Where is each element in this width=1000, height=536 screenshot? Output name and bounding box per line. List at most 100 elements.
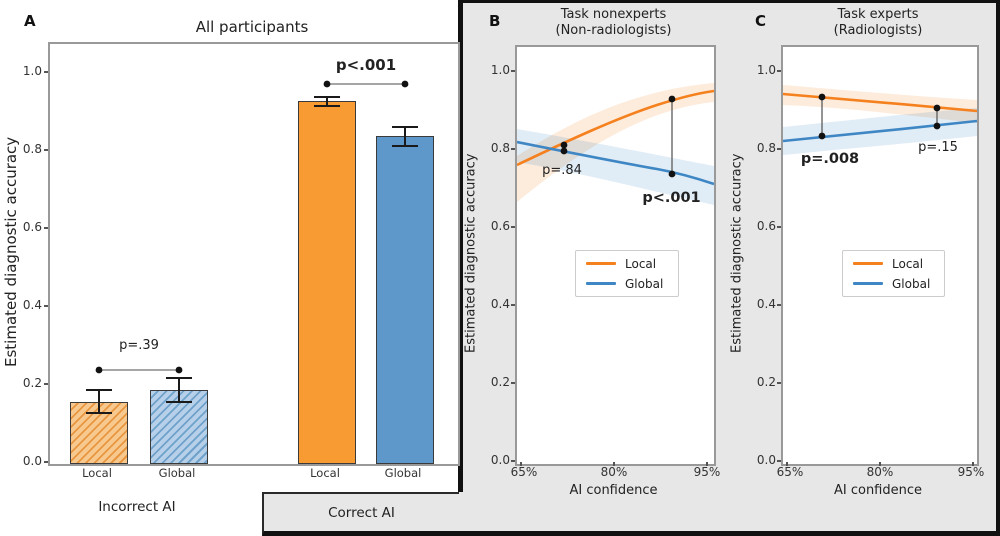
panel-a-ytick: 1.0 — [22, 64, 42, 78]
tick-mark — [520, 462, 522, 466]
panel-b-ylabel: Estimated diagnostic accuracy — [463, 153, 479, 354]
legend-line-local-icon — [586, 262, 616, 265]
panel-a-title: All participants — [195, 18, 309, 36]
panel-c-xlabel: AI confidence — [833, 483, 923, 498]
legend-label-global: Global — [625, 276, 664, 291]
legend-line-global-icon — [586, 282, 616, 285]
panel-a-ytick: 0.4 — [22, 298, 42, 312]
panel-c-ylabel: Estimated diagnostic accuracy — [729, 153, 745, 354]
panel-b-title-line2: (Non-radiologists) — [555, 23, 672, 38]
panel-c-ytick: 0.4 — [756, 297, 776, 311]
sig-label-correct: p<.001 — [335, 56, 397, 74]
panel-a-ytick: 0.2 — [22, 376, 42, 390]
panel-a-ylabel: Estimated diagnostic accuracy — [2, 136, 20, 368]
correct-ai-group-box: Correct AI — [262, 492, 459, 536]
panel-c-title-line1: Task experts — [837, 7, 919, 22]
panel-a-ytick: 0.6 — [22, 220, 42, 234]
tick-mark — [777, 70, 781, 72]
panel-c-title: Task experts (Radiologists) — [781, 7, 975, 39]
panel-bc-left-border — [458, 0, 463, 492]
tick-mark — [44, 71, 48, 73]
panel-a-barlabel: Local — [310, 466, 340, 480]
panel-b-ytick: 0.4 — [490, 297, 510, 311]
panel-a-letter: A — [24, 12, 36, 30]
panel-b-ytick: 0.2 — [490, 375, 510, 389]
bar-correct-local — [298, 101, 356, 464]
legend-row-local: Local — [586, 257, 668, 271]
tick-mark — [777, 304, 781, 306]
panel-c-ytick: 0.6 — [756, 219, 776, 233]
panel-c-ytick: 1.0 — [756, 63, 776, 77]
panel-c-legend: Local Global — [842, 250, 945, 297]
legend-label-global: Global — [892, 276, 931, 291]
panel-b-legend: Local Global — [575, 250, 679, 297]
panel-a-plot: p=.39 p<.001 — [48, 42, 460, 466]
panel-b-plot: p=.84 p<.001 Local Global — [515, 45, 716, 466]
bar-incorrect-local — [70, 402, 128, 464]
panel-c-xtick: 80% — [866, 465, 894, 479]
panel-a-ytick: 0.8 — [22, 142, 42, 156]
legend-label-local: Local — [892, 256, 924, 271]
tick-mark — [44, 227, 48, 229]
panel-b-xtick: 65% — [510, 465, 538, 479]
panel-a-errorbars-and-brackets — [86, 80, 418, 414]
tick-mark — [786, 462, 788, 466]
tick-mark — [777, 460, 781, 462]
legend-line-local-icon — [853, 262, 883, 265]
panel-c-ytick: 0.2 — [756, 375, 776, 389]
tick-mark — [511, 226, 515, 228]
panel-a-barlabel: Global — [384, 466, 422, 480]
panel-c-xtick: 95% — [957, 465, 985, 479]
tick-mark — [511, 148, 515, 150]
legend-row-local: Local — [853, 257, 934, 271]
legend-row-global: Global — [853, 277, 934, 291]
panel-c-xtick: 65% — [776, 465, 804, 479]
bar-correct-global — [376, 136, 434, 464]
panel-b-ytick: 1.0 — [490, 63, 510, 77]
sig-label-c-left: p=.008 — [800, 151, 860, 167]
panel-b-ytick: 0.0 — [490, 453, 510, 467]
panel-a-barlabel: Local — [82, 466, 112, 480]
tick-mark — [879, 462, 881, 466]
group-label-incorrect-ai: Incorrect AI — [98, 499, 176, 515]
tick-mark — [777, 226, 781, 228]
panel-b-title-line1: Task nonexperts — [560, 7, 667, 22]
tick-mark — [613, 462, 615, 466]
group-label-correct-ai: Correct AI — [328, 504, 395, 521]
panel-b-letter: B — [489, 12, 501, 30]
tick-mark — [511, 70, 515, 72]
sig-label-b-right: p<.001 — [642, 190, 701, 206]
tick-mark — [511, 382, 515, 384]
panel-b-xtick: 80% — [600, 465, 628, 479]
legend-row-global: Global — [586, 277, 668, 291]
panel-b-xtick: 95% — [693, 465, 721, 479]
tick-mark — [44, 305, 48, 307]
tick-mark — [777, 382, 781, 384]
tick-mark — [511, 460, 515, 462]
panel-c-ytick: 0.8 — [756, 141, 776, 155]
panel-b-title: Task nonexperts (Non-radiologists) — [515, 7, 712, 39]
panel-b-xlabel: AI confidence — [569, 483, 658, 498]
panel-c-ytick: 0.0 — [756, 453, 776, 467]
panel-b-lines — [517, 83, 714, 205]
sig-label-b-left: p=.84 — [542, 163, 582, 178]
tick-mark — [44, 461, 48, 463]
tick-mark — [44, 149, 48, 151]
panel-a-barlabel: Global — [158, 466, 196, 480]
panel-b-ytick: 0.8 — [490, 141, 510, 155]
sig-label-incorrect: p=.39 — [119, 338, 159, 353]
tick-mark — [511, 304, 515, 306]
tick-mark — [777, 148, 781, 150]
legend-label-local: Local — [625, 256, 657, 271]
tick-mark — [44, 383, 48, 385]
panel-c-lines — [783, 85, 977, 155]
panel-b-ytick: 0.6 — [490, 219, 510, 233]
tick-mark — [706, 462, 708, 466]
tick-mark — [972, 462, 974, 466]
panel-c-plot: p=.008 p=.15 Local Global — [781, 45, 979, 466]
legend-line-global-icon — [853, 282, 883, 285]
panel-c-letter: C — [755, 12, 767, 30]
sig-label-c-right: p=.15 — [918, 140, 958, 155]
panel-c-title-line2: (Radiologists) — [833, 23, 923, 38]
